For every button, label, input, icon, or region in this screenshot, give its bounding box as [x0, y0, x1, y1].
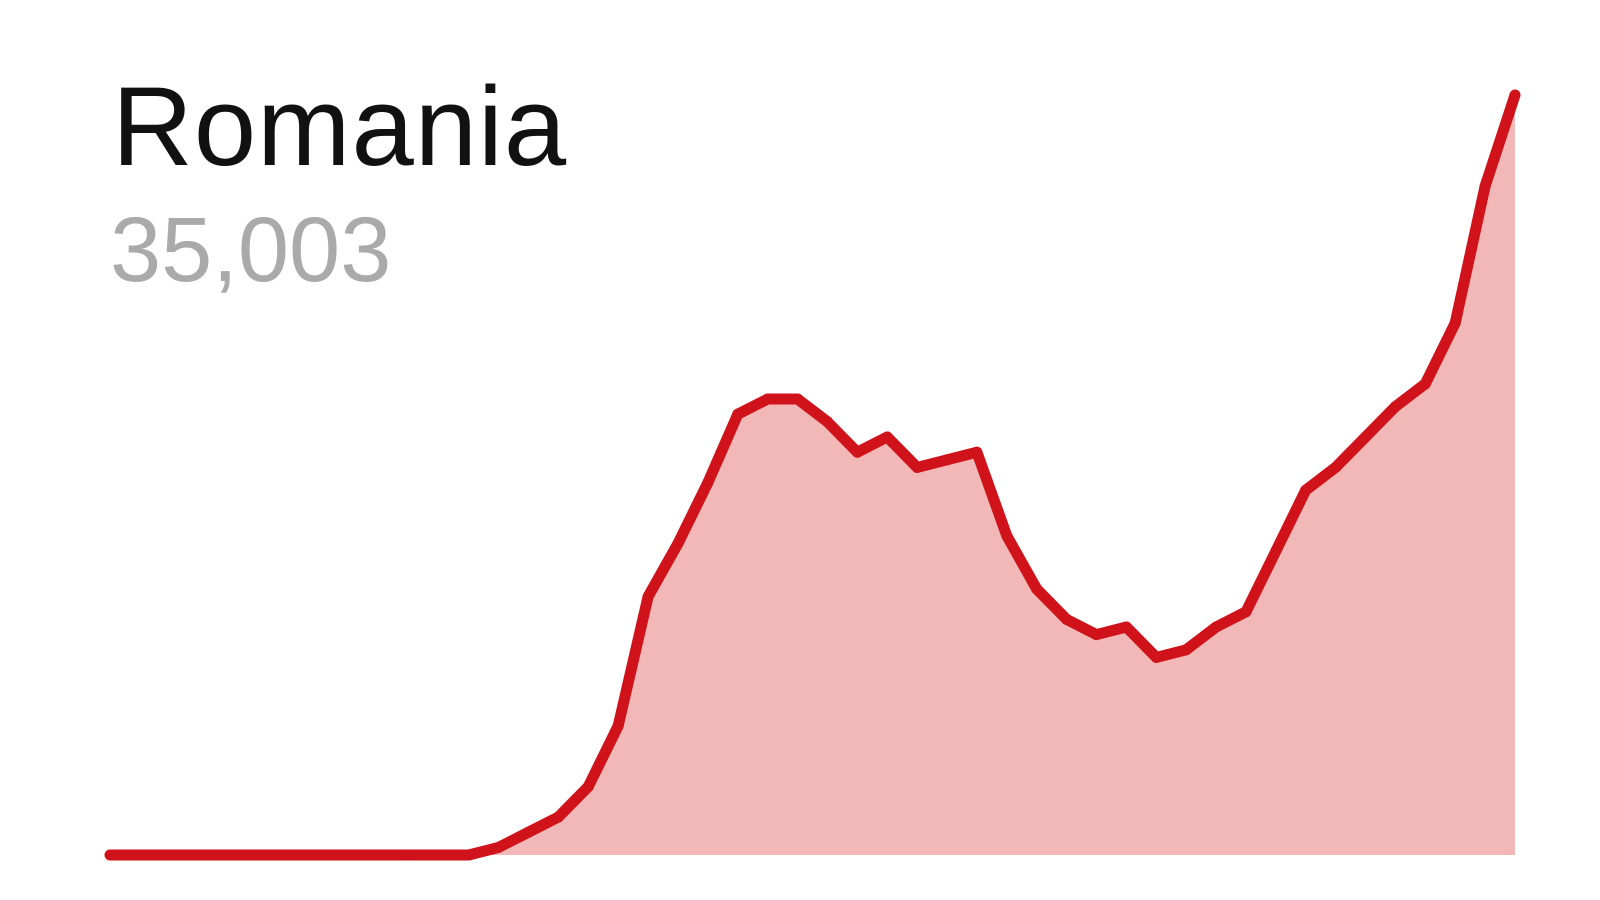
data-point [971, 446, 983, 458]
data-point [911, 461, 923, 473]
data-point [792, 393, 804, 405]
data-point [1330, 461, 1342, 473]
data-point [463, 849, 475, 861]
data-point [1180, 644, 1192, 656]
data-point [134, 849, 146, 861]
data-point [552, 811, 564, 823]
area-fill-layer [110, 95, 1515, 855]
data-point [1270, 545, 1282, 557]
data-point [1419, 378, 1431, 390]
data-point [672, 537, 684, 549]
data-point [881, 431, 893, 443]
chart-subtitle: 35,003 [110, 199, 392, 301]
data-point [1210, 621, 1222, 633]
area-fill [110, 95, 1515, 855]
data-point [1240, 606, 1252, 618]
data-point [582, 781, 594, 793]
data-point [253, 849, 265, 861]
data-point [343, 849, 355, 861]
data-point [1360, 431, 1372, 443]
data-point [1061, 613, 1073, 625]
data-point [313, 849, 325, 861]
data-point [373, 849, 385, 861]
data-point [283, 849, 295, 861]
data-point [642, 591, 654, 603]
data-point [493, 841, 505, 853]
data-point [762, 393, 774, 405]
data-point [612, 720, 624, 732]
data-point [523, 826, 535, 838]
data-point [164, 849, 176, 861]
data-point [732, 408, 744, 420]
data-point [1150, 651, 1162, 663]
data-point [1389, 401, 1401, 413]
data-point [941, 454, 953, 466]
data-point [1449, 317, 1461, 329]
data-point [1300, 484, 1312, 496]
data-point [194, 849, 206, 861]
data-point [104, 849, 116, 861]
line-layer [104, 89, 1521, 861]
data-point [1120, 621, 1132, 633]
chart-title: Romania [112, 64, 568, 189]
data-point [224, 849, 236, 861]
data-point [1479, 180, 1491, 192]
data-point [1031, 583, 1043, 595]
data-point [851, 446, 863, 458]
data-point [403, 849, 415, 861]
data-point [702, 477, 714, 489]
data-point [1090, 629, 1102, 641]
data-point [433, 849, 445, 861]
data-point [821, 416, 833, 428]
data-point [1509, 89, 1521, 101]
data-point [1001, 530, 1013, 542]
